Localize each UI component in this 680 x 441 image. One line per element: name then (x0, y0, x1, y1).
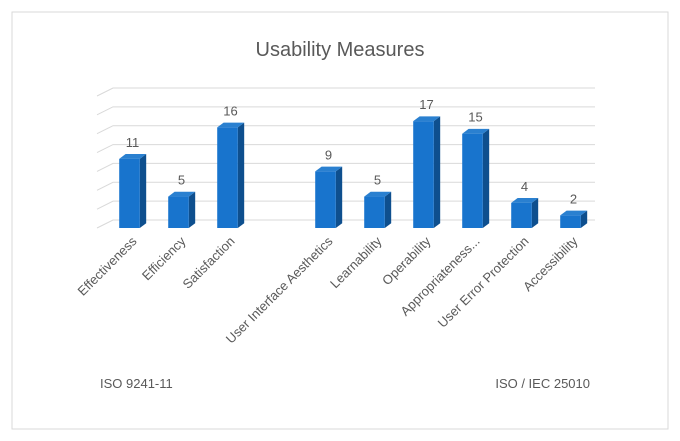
bar-side (188, 191, 196, 228)
bar-side (335, 166, 343, 228)
bar-top (560, 210, 588, 216)
bar-top (511, 198, 539, 203)
bar-top (217, 122, 245, 128)
annotation: ISO 9241-11 (100, 376, 173, 391)
value-label: 5 (178, 173, 185, 188)
bar (413, 121, 434, 228)
value-label: 5 (374, 173, 381, 188)
bar-top (168, 191, 196, 197)
value-label: 17 (419, 97, 433, 112)
grid-line (96, 106, 595, 116)
bar (364, 196, 385, 228)
bar-top (413, 116, 441, 122)
bar (511, 202, 532, 228)
bar (315, 171, 336, 228)
bar-side (139, 154, 147, 228)
bar-side (482, 128, 490, 228)
value-label: 9 (325, 147, 332, 162)
bar-side (384, 191, 392, 228)
bar (217, 127, 238, 228)
bar-side (580, 210, 588, 228)
value-label: 4 (521, 179, 528, 194)
grid-line (96, 87, 595, 97)
bar-top (462, 128, 490, 134)
bar-top (119, 154, 147, 159)
bar-side (433, 116, 441, 228)
value-label: 16 (223, 103, 237, 118)
bar (462, 133, 483, 228)
bar-side (237, 122, 245, 228)
bar (119, 158, 140, 228)
bar (168, 196, 189, 228)
bar-top (364, 191, 392, 197)
bar (560, 215, 581, 228)
value-label: 15 (468, 110, 482, 125)
bar-side (531, 198, 539, 228)
chart-title: Usability Measures (256, 39, 425, 61)
value-label: 11 (126, 135, 140, 150)
value-label: 2 (570, 191, 577, 206)
annotation: ISO / IEC 25010 (495, 376, 590, 391)
bar-top (315, 166, 343, 172)
